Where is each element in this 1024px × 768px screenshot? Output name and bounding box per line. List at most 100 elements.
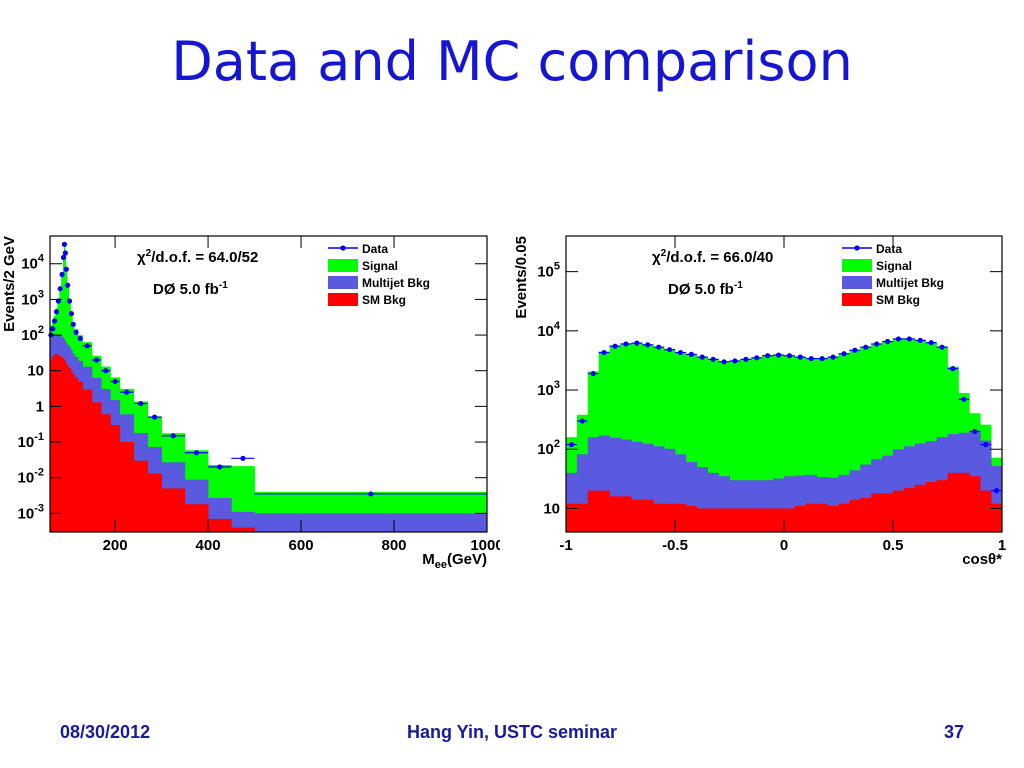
sm-bkg-bin	[66, 365, 69, 532]
data-point	[68, 310, 74, 317]
y-tick-base: 10	[537, 323, 554, 340]
data-point	[152, 414, 158, 420]
data-point	[93, 357, 100, 363]
data-point	[170, 433, 176, 439]
data-point	[60, 254, 67, 261]
sm-bkg-bin	[184, 504, 209, 532]
costheta-histogram: -1 -0.5 0 0.5 110510410310210Events/0.05cosθ…	[513, 235, 1006, 568]
data-point	[743, 356, 749, 362]
sm-bkg-bin	[969, 476, 981, 532]
multijet-bin	[620, 439, 632, 532]
sm-bkg-bin	[925, 481, 937, 532]
y-tick-label: 10	[27, 363, 44, 380]
data-point	[53, 309, 60, 315]
data-point	[830, 354, 836, 360]
x-axis-title: cosθ*	[962, 551, 1002, 568]
data-point	[193, 450, 200, 456]
sm-bkg-bin	[958, 472, 970, 532]
chi2-value: /d.o.f. = 66.0/40	[666, 249, 773, 266]
y-tick-label: 103	[21, 288, 44, 308]
data-point	[52, 318, 58, 324]
sm-bkg-bin	[707, 508, 719, 532]
multijet-bin	[685, 461, 698, 532]
data-point	[797, 354, 803, 360]
chi2-annotation: χ2/d.o.f. = 66.0/40	[652, 248, 773, 266]
luminosity-value: DØ 5.0 fb	[153, 281, 219, 298]
signal-bin	[675, 352, 687, 532]
sm-bkg-bin	[827, 505, 839, 532]
sm-bkg-bin	[101, 414, 111, 532]
sm-bkg-bin	[68, 367, 71, 532]
data-point	[721, 359, 727, 365]
data-point	[863, 344, 869, 350]
data-point	[961, 396, 967, 402]
signal-bin	[827, 356, 839, 532]
legend-label: Data	[876, 242, 902, 256]
y-tick-exponent: -1	[34, 431, 44, 443]
multijet-bin	[566, 472, 578, 532]
sm-bkg-bin	[740, 508, 752, 532]
y-tick-label: 104	[537, 320, 561, 340]
sm-bkg-bin	[566, 503, 578, 532]
y-tick-exponent: 3	[38, 288, 44, 300]
y-tick-base: 10	[21, 256, 38, 273]
y-tick-base: 10	[537, 441, 554, 458]
legend-label: Data	[362, 242, 388, 256]
legend-label: Signal	[876, 259, 912, 273]
multijet-bin	[653, 446, 665, 532]
data-point	[623, 341, 629, 347]
sm-bkg-bin	[598, 490, 610, 532]
y-tick-base: 10	[18, 470, 35, 487]
data-point	[601, 349, 607, 356]
data-point	[874, 341, 880, 347]
data-point	[765, 353, 771, 359]
y-tick-label: 10-2	[18, 467, 44, 487]
sm-bkg-bin	[685, 505, 698, 532]
legend-label: Signal	[362, 259, 398, 273]
legend-signal-swatch	[328, 259, 358, 272]
sm-bkg-bin	[82, 389, 93, 532]
data-point	[786, 353, 793, 359]
multijet-bin	[675, 454, 687, 532]
data-point	[65, 282, 71, 288]
signal-bin	[762, 355, 774, 532]
data-point	[906, 336, 912, 342]
signal-bin	[794, 356, 807, 532]
sm-bkg-bin	[57, 354, 60, 532]
chi2-superscript: 2	[661, 248, 667, 259]
data-point	[240, 455, 246, 461]
signal-bin	[664, 349, 676, 532]
sm-bkg-bin	[609, 496, 621, 532]
data-point	[568, 441, 575, 448]
sm-bkg-bin	[576, 503, 589, 532]
multijet-bin	[991, 466, 1003, 532]
y-axis-title: Events/0.05	[513, 236, 530, 319]
sm-bkg-bin	[208, 518, 232, 532]
x-axis-title-subscript: ee	[435, 559, 447, 571]
plot-frame	[49, 235, 488, 533]
x-tick-label: 200	[103, 537, 128, 554]
data-point	[688, 351, 694, 357]
sm-bkg-bin	[784, 508, 796, 532]
sm-bkg-bin	[816, 503, 828, 532]
signal-bin	[642, 344, 654, 532]
legend-sm-bkg-swatch	[842, 293, 872, 306]
footer-date: 08/30/2012	[60, 722, 151, 742]
slide-title: Data and MC comparison	[171, 30, 853, 93]
signal-bin	[903, 338, 916, 532]
sm-bkg-bin	[762, 508, 774, 532]
legend-signal-swatch	[842, 259, 872, 272]
y-tick-label: 102	[537, 438, 560, 458]
multijet-bin	[707, 472, 719, 532]
multijet-bin	[576, 454, 589, 532]
signal-bin	[631, 342, 643, 532]
sm-bkg-bin	[119, 442, 135, 532]
x-axis-title-main: M	[422, 551, 435, 568]
sm-bkg-bin	[729, 508, 741, 532]
luminosity-value: DØ 5.0 fb	[668, 281, 734, 298]
multijet-bin	[740, 480, 752, 532]
data-point	[950, 366, 956, 372]
y-tick-exponent: 3	[554, 379, 560, 391]
y-axis-title: Events/2 GeV	[1, 236, 18, 332]
signal-bin	[838, 353, 850, 532]
